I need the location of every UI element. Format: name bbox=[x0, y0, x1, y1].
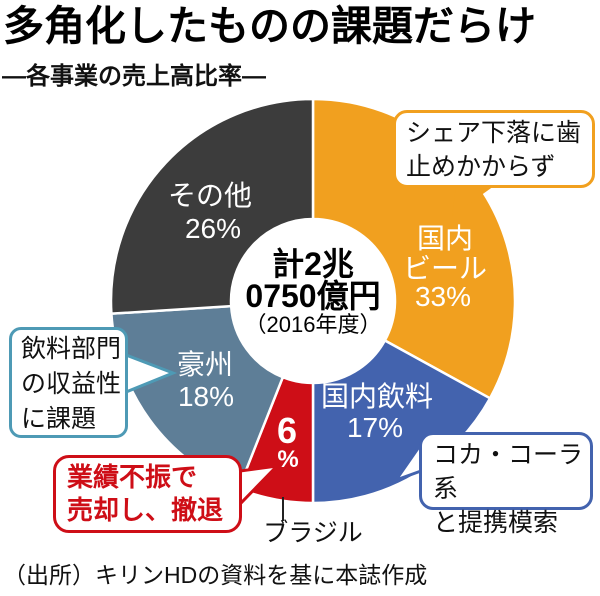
callout-domestic-beverage: コカ・コーラ系 と提携模索 bbox=[419, 432, 593, 537]
callout-brazil: 業績不振で 売却し、撤退 bbox=[53, 455, 242, 533]
beer-callout-tail bbox=[452, 186, 494, 216]
callout-brazil-line2: 売却し、撤退 bbox=[67, 495, 224, 525]
callout-australia-line3: に課題 bbox=[21, 405, 97, 433]
pie-slice-others bbox=[109, 97, 315, 315]
center-year-note: （2016年度） bbox=[245, 312, 382, 337]
slice-label-beer-pct: 33% bbox=[415, 281, 471, 312]
callout-domestic-beverage-line2: と提携模索 bbox=[433, 509, 559, 537]
callout-brazil-line1: 業績不振で bbox=[67, 462, 198, 492]
center-total-line1: 計2兆 bbox=[272, 246, 354, 282]
callout-domestic-beer-line2: 止めかからず bbox=[406, 153, 556, 181]
slice-label-brazil-pct-sign: % bbox=[277, 446, 298, 473]
callout-domestic-beer: シェア下落に歯 止めかからず bbox=[393, 110, 595, 188]
slice-label-beverage-pct: 17% bbox=[347, 412, 403, 443]
callout-australia-line1: 飲料部門 bbox=[21, 335, 122, 363]
page-title: 多角化したものの課題だらけ bbox=[3, 3, 536, 49]
callout-australia-line2: の収益性 bbox=[21, 370, 122, 398]
slice-label-beer-name1: 国内 bbox=[417, 223, 473, 254]
slice-label-australia-name: 豪州 bbox=[177, 349, 233, 380]
brazil-outside-label: ブラジル bbox=[263, 519, 363, 547]
callout-domestic-beverage-line1: コカ・コーラ系 bbox=[433, 441, 584, 503]
slice-label-others-name: その他 bbox=[168, 180, 252, 211]
slice-label-beer-name2: ビール bbox=[403, 253, 487, 284]
slice-label-beverage-name: 国内飲料 bbox=[321, 381, 433, 412]
callout-domestic-beer-line1: シェア下落に歯 bbox=[406, 119, 582, 147]
slice-label-australia-pct: 18% bbox=[178, 381, 234, 412]
chart-subtitle: ―各事業の売上高比率― bbox=[2, 63, 266, 90]
callout-australia: 飲料部門 の収益性 に課題 bbox=[9, 327, 128, 438]
center-total-line2: 0750億円 bbox=[245, 278, 380, 314]
source-note: （出所）キリンHDの資料を基に本誌作成 bbox=[3, 562, 428, 588]
slice-label-others-pct: 26% bbox=[185, 213, 241, 244]
slice-label-brazil-pct-number: 6 bbox=[277, 410, 297, 451]
